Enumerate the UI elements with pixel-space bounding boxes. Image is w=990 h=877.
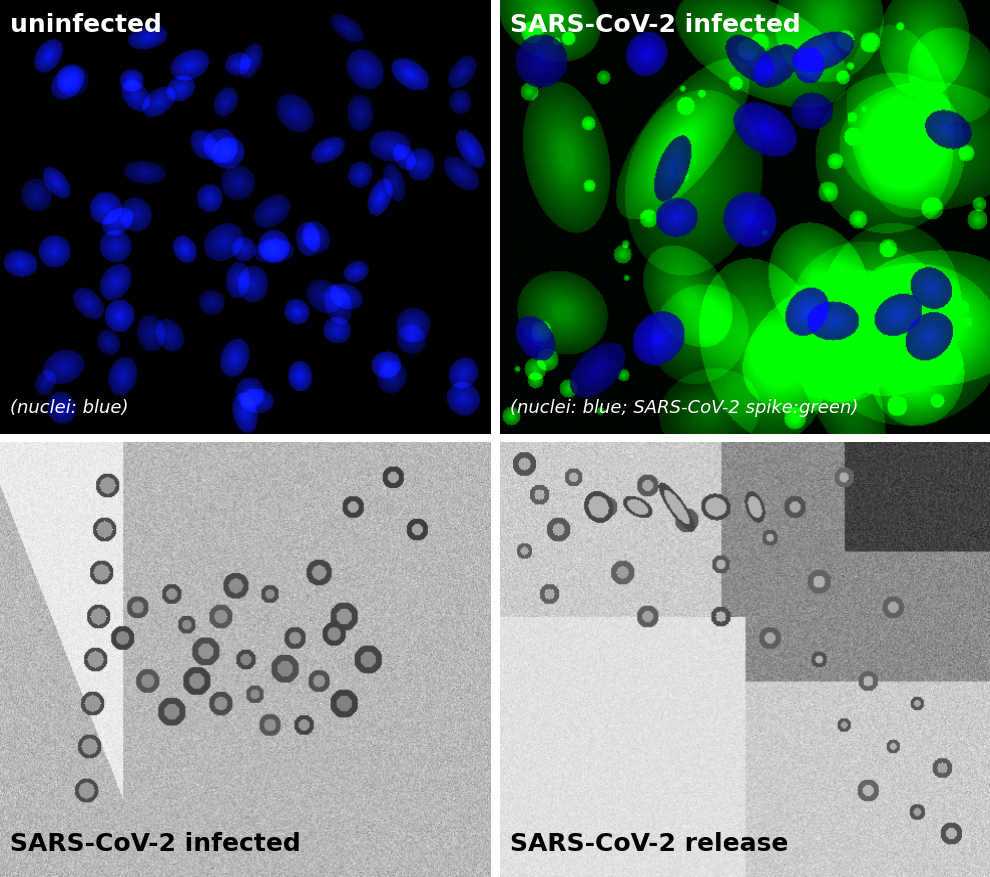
Text: uninfected: uninfected [10,13,161,37]
Text: (nuclei: blue; SARS-CoV-2 spike:green): (nuclei: blue; SARS-CoV-2 spike:green) [510,399,858,417]
Text: SARS-CoV-2 release: SARS-CoV-2 release [510,831,788,855]
Text: SARS-CoV-2 infected: SARS-CoV-2 infected [10,831,301,855]
Text: SARS-CoV-2 infected: SARS-CoV-2 infected [510,13,801,37]
Text: (nuclei: blue): (nuclei: blue) [10,399,129,417]
